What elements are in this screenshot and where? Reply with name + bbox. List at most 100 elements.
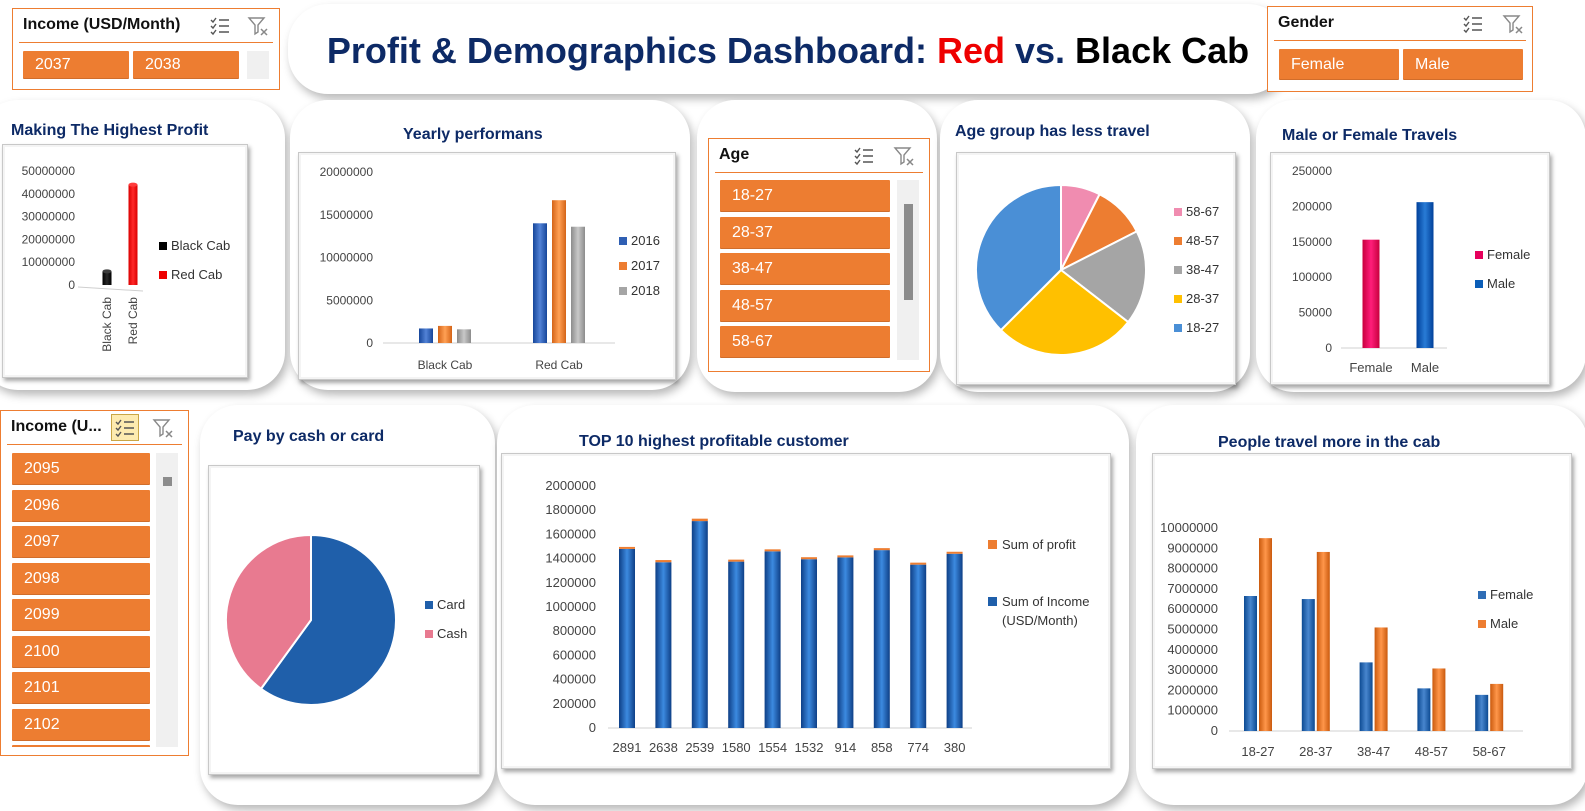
gender-travels-card: Male or Female Travels 0 50000 100000 15000… [1256,100,1585,392]
slicer-item-2098[interactable]: 2098 [12,563,150,595]
bar-income-2891 [619,548,635,728]
x-tick-label: 2539 [685,740,714,755]
bar-2017-red-cab [552,200,566,343]
slicer-item-2095[interactable]: 2095 [12,453,150,485]
multi-select-icon[interactable] [1462,13,1484,35]
slicer-item-2100[interactable]: 2100 [12,636,150,668]
slicer-item-age-58-67[interactable]: 58-67 [720,326,890,358]
y-tick-label: 0 [68,278,75,292]
legend-label-female: Female [1487,247,1530,262]
y-tick-label: 1800000 [545,502,596,517]
x-tick-label: Female [1349,360,1392,375]
legend-swatch-sum-of-income [988,597,997,606]
bar-income-2638 [655,562,672,728]
y-tick-label: 1000000 [1167,703,1218,718]
y-tick-label: 600000 [553,647,596,662]
legend-label-2016: 2016 [631,233,660,248]
legend-swatch-card [425,601,433,609]
clear-filter-icon[interactable] [152,417,174,439]
chart-frame: 0 200000 400000 600000 800000 1000000 1200000 1… [501,453,1111,769]
x-tick-label: Black Cab [418,358,473,372]
slicer-item-2096[interactable]: 2096 [12,490,150,522]
y-tick-label: 800000 [553,623,596,638]
title-prefix: Profit & Demographics Dashboard: [326,30,937,71]
y-tick-label: 4000000 [1167,642,1218,657]
x-tick-label: 1532 [795,740,824,755]
age-slice-28-37 [999,268,1130,356]
slicer-item-2101[interactable]: 2101 [12,672,150,704]
income-slicer-left: Income (U... 2095 2096 2097 2098 2099 21… [0,410,189,756]
bar-income-914 [837,557,854,728]
y-tick-label: 1600000 [545,526,596,541]
legend-label-male: Male [1490,616,1518,631]
x-tick-label: 1554 [758,740,787,755]
bar-profit-858 [873,548,890,551]
slicer-item-age-28-37[interactable]: 28-37 [720,217,890,249]
y-tick-label: 15000000 [320,208,374,222]
title-mid: vs. [1004,30,1076,71]
y-tick-label: 200000 [553,696,596,711]
bar-income-380 [946,553,963,728]
slicer-item-2038[interactable]: 2038 [133,51,239,79]
bar-2018-red-cab [571,226,585,343]
title-red: Red [936,30,1005,71]
slicer-item-age-48-57[interactable]: 48-57 [720,290,890,322]
bar-2018-black-cab [457,329,471,343]
chart-title: Age group has less travel [955,123,1150,140]
chart-title: Male or Female Travels [1282,127,1458,144]
slicer-scrollbar[interactable] [897,180,919,360]
slicer-item-2102[interactable]: 2102 [12,709,150,741]
bar-male [1416,202,1434,348]
slicer-scrollbar[interactable] [156,453,178,747]
x-tick-label: Red Cab [126,297,140,345]
y-tick-label: 10000000 [22,255,76,269]
x-tick-label: 2891 [613,740,642,755]
slicer-item-partial[interactable] [12,745,150,747]
bar-profit-2891 [619,546,635,549]
legend-label-cash: Cash [437,626,467,641]
legend-label-sum-of-profit: Sum of profit [1002,537,1076,552]
slicer-title: Age [719,146,750,163]
slicer-item-female[interactable]: Female [1279,49,1399,80]
clear-filter-icon[interactable] [247,15,269,37]
clear-filter-icon[interactable] [893,145,915,167]
slicer-item-age-38-47[interactable]: 38-47 [720,253,890,285]
y-tick-label: 8000000 [1167,561,1218,576]
y-tick-label: 40000000 [22,187,76,201]
y-tick-label: 1000000 [545,599,596,614]
slicer-item-age-18-27[interactable]: 18-27 [720,180,890,212]
y-tick-label: 20000000 [22,232,76,246]
y-tick-label: 150000 [1292,235,1332,249]
chart-frame: 0 50000 100000 150000 200000 250000 Female Male… [1270,152,1550,385]
slicer-item-2037[interactable]: 2037 [23,51,129,79]
bar-income-1532 [801,559,817,728]
multi-select-icon[interactable] [209,15,231,37]
multi-select-icon[interactable] [114,417,136,439]
x-tick-label: Red Cab [535,358,583,372]
dashboard-title-card: Profit & Demographics Dashboard: Red vs.… [288,4,1288,94]
legend-swatch-2018 [619,287,627,295]
slicer-title: Gender [1278,14,1335,31]
pay-method-pie-chart: Card Cash [225,533,467,706]
y-tick-label: 9000000 [1167,540,1218,555]
scrollbar-thumb[interactable] [904,204,913,300]
multi-select-active[interactable] [111,414,139,441]
chart-title: TOP 10 highest profitable customer [579,433,849,450]
slicer-item-2097[interactable]: 2097 [12,526,150,558]
slicer-item-male[interactable]: Male [1403,49,1523,80]
age-gender-card: People travel more in the cab 0 1000000 20… [1136,405,1585,805]
clear-filter-icon[interactable] [1502,13,1524,35]
multi-select-icon[interactable] [853,145,875,167]
scrollbar-thumb[interactable] [163,477,172,486]
chart-frame: 0 5000000 10000000 15000000 20000000 Black Ca… [298,152,676,380]
slicer-item-2099[interactable]: 2099 [12,599,150,631]
slicer-scrollbar[interactable] [247,51,269,79]
bar-profit-2638 [655,560,672,563]
bar-profit-774 [910,562,927,565]
y-tick-label: 2000000 [1167,682,1218,697]
legend-label-sum-of-income: Sum of Income [1002,594,1089,609]
legend-swatch-2016 [619,237,627,245]
top10-customers-card: TOP 10 highest profitable customer 0 2000… [497,405,1129,805]
legend-label-sum-of-income-unit: (USD/Month) [1002,613,1078,628]
x-tick-label: Male [1411,360,1439,375]
